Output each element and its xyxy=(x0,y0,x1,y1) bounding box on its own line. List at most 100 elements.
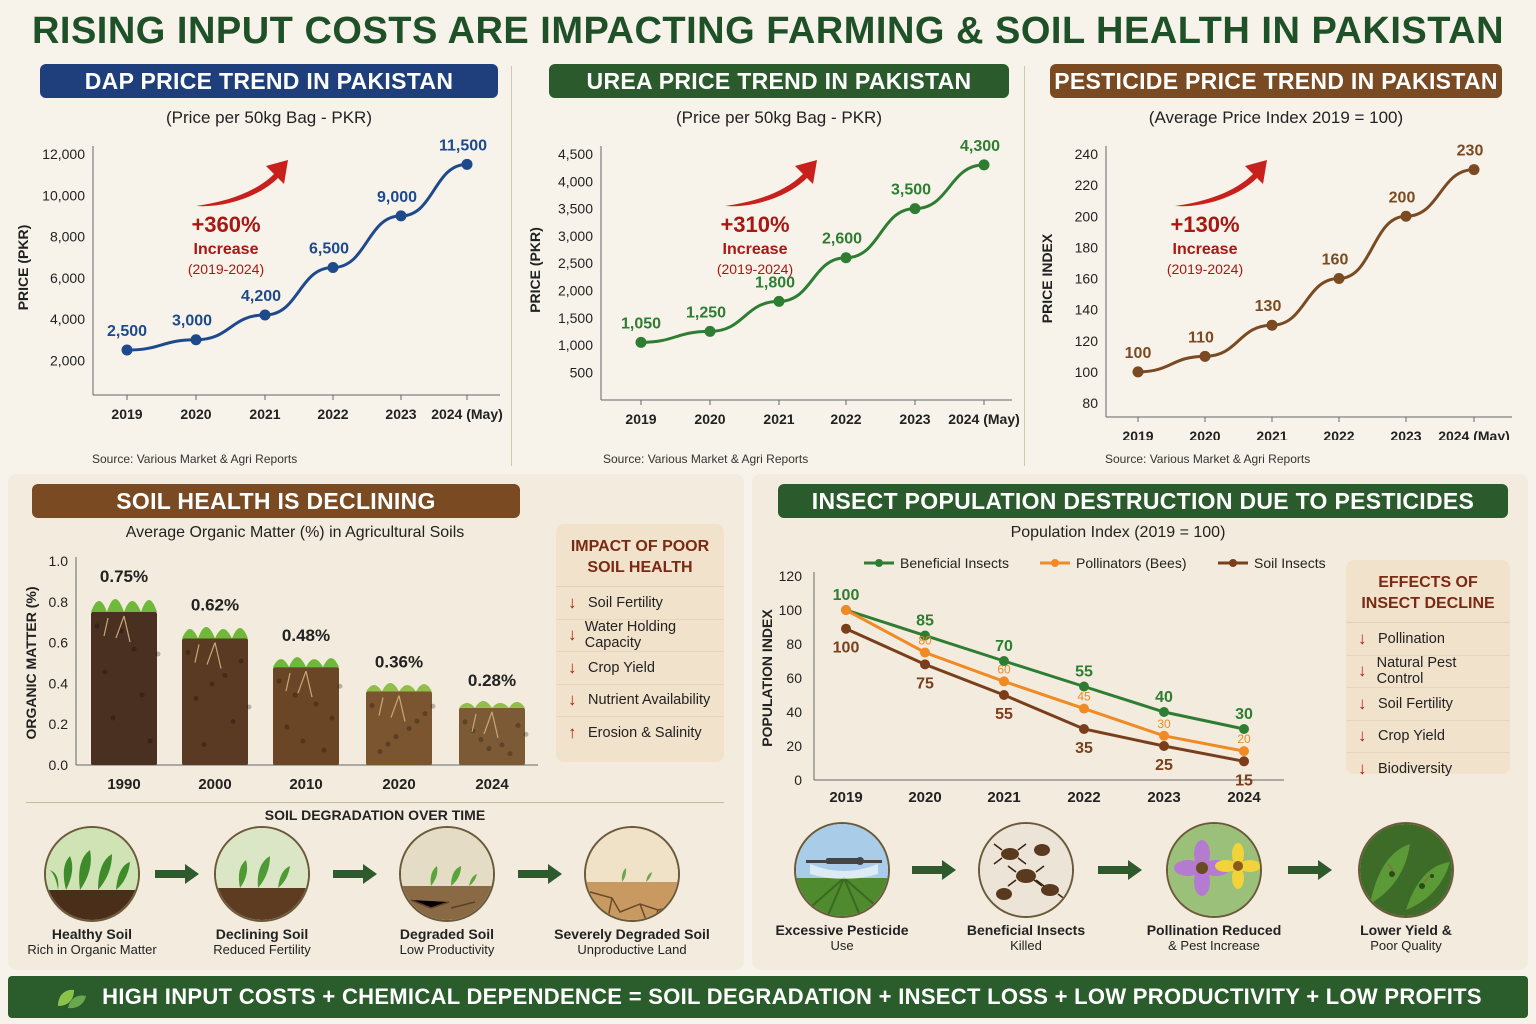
soil-chart-subtitle: Average Organic Matter (%) in Agricultur… xyxy=(125,524,465,541)
y-tick-label: 3,000 xyxy=(558,228,593,244)
flow-arrow-icon xyxy=(1288,860,1332,880)
data-label: 100 xyxy=(1125,345,1152,362)
data-point xyxy=(999,676,1009,687)
stage-sublabel: Poor Quality xyxy=(1370,938,1442,953)
soil-chart-title: SOIL HEALTH IS DECLINING xyxy=(32,484,520,518)
y-tick-label: 0.0 xyxy=(49,757,69,773)
data-point xyxy=(773,295,785,307)
soil-texture xyxy=(94,623,100,629)
arrow-down-icon: ↓ xyxy=(1358,628,1367,648)
series-line xyxy=(845,608,1245,753)
arrow-down-icon: ↓ xyxy=(1358,726,1367,746)
impact-item: ↓ Soil Fertility xyxy=(1346,688,1510,721)
data-point xyxy=(121,344,133,356)
impact-item-label: Crop Yield xyxy=(588,659,655,676)
y-tick-label: 2,500 xyxy=(558,255,593,271)
y-tick-label: 0 xyxy=(794,772,802,788)
increase-arrow-icon xyxy=(1175,160,1267,207)
soil-texture xyxy=(155,651,161,657)
soil-texture xyxy=(377,749,383,755)
y-tick-label: 240 xyxy=(1075,146,1099,162)
y-tick-label: 10,000 xyxy=(42,187,85,203)
soil-texture xyxy=(313,701,319,707)
data-point xyxy=(920,659,930,670)
impact-item: ↓ Nutrient Availability xyxy=(556,685,724,717)
data-label: 1,800 xyxy=(755,274,795,291)
x-tick-label: 2023 xyxy=(1147,789,1180,806)
stage-sublabel: Use xyxy=(830,938,854,953)
flow-arrow-icon xyxy=(332,864,377,884)
grass-top xyxy=(273,657,339,668)
y-tick-label: 2,000 xyxy=(558,282,593,298)
x-tick-label: 2021 xyxy=(1256,428,1287,440)
grass-top xyxy=(182,627,248,639)
data-point xyxy=(1199,350,1211,362)
insect-population-chart: 0 20 40 60 80 100 120 2019 2020 2021 2022 2023 2024 P… xyxy=(759,555,1326,806)
stage-illustration-icon xyxy=(1358,822,1454,918)
stage-sublabel: Reduced Fertility xyxy=(213,942,311,957)
dap-chart-subtitle: (Price per 50kg Bag - PKR) xyxy=(166,108,372,127)
data-label: 75 xyxy=(916,675,934,692)
stage-sublabel: & Pest Increase xyxy=(1168,938,1260,953)
data-label: 55 xyxy=(995,706,1013,723)
soil-bar xyxy=(366,691,432,765)
flow-stage: Healthy Soil Rich in Organic Matter xyxy=(2,826,182,957)
increase-text: Increase xyxy=(194,241,259,258)
flow-stage: Severely Degraded Soil Unproductive Land xyxy=(542,826,722,957)
impact-box: IMPACT OF POOR SOIL HEALTH ↓ Soil Fertili… xyxy=(556,524,724,762)
data-label: 2,600 xyxy=(822,231,862,248)
urea-price-chart: 500 1,000 1,500 2,000 2,500 3,000 3,500 4,000 4,… xyxy=(527,138,1020,427)
legend-label: Beneficial Insects xyxy=(900,555,1009,571)
legend-swatch xyxy=(1051,559,1059,567)
data-point xyxy=(1239,746,1249,757)
x-tick-label: 2019 xyxy=(111,406,142,422)
data-label: 100 xyxy=(833,640,860,657)
data-label: 0.28% xyxy=(468,671,516,690)
soil-texture xyxy=(478,737,484,743)
data-label: 130 xyxy=(1255,298,1282,315)
impact-item-label: Crop Yield xyxy=(1378,728,1445,745)
data-label: 60 xyxy=(997,662,1011,676)
y-tick-label: 0.8 xyxy=(49,594,69,610)
y-tick-label: 2,000 xyxy=(50,352,85,368)
y-axis-label: ORGANIC MATTER (%) xyxy=(23,587,39,740)
data-label: 11,500 xyxy=(439,137,487,154)
data-label: 85 xyxy=(916,613,934,630)
flow-stage: Declining Soil Reduced Fertility xyxy=(172,826,352,957)
soil-texture xyxy=(462,719,468,725)
impact-item: ↓ Water Holding Capacity xyxy=(556,619,724,652)
arrow-down-icon: ↓ xyxy=(568,690,577,710)
soil-texture xyxy=(369,703,375,709)
x-tick-label: 2022 xyxy=(830,411,861,427)
root-lines xyxy=(471,711,499,739)
stage-sublabel: Rich in Organic Matter xyxy=(27,942,157,957)
flow-arrow-icon xyxy=(155,864,199,884)
bottom-banner: HIGH INPUT COSTS + CHEMICAL DEPENDENCE =… xyxy=(8,976,1528,1018)
soil-texture xyxy=(385,741,391,747)
stage-illustration-icon xyxy=(1166,822,1262,918)
data-label: 20 xyxy=(1237,732,1251,746)
impact-box-title: IMPACT OF POOR SOIL HEALTH xyxy=(556,524,724,587)
x-tick-label: 2019 xyxy=(1122,428,1153,440)
x-tick-label: 2023 xyxy=(385,406,416,422)
soil-texture xyxy=(246,704,252,710)
impact-item-label: Soil Fertility xyxy=(1378,695,1453,712)
x-tick-label: 2000 xyxy=(198,776,231,793)
stage-illustration-icon xyxy=(399,826,495,922)
x-tick-label: 2024 xyxy=(475,776,509,793)
y-tick-label: 1,000 xyxy=(558,337,593,353)
soil-texture xyxy=(193,696,199,702)
data-label: 35 xyxy=(1075,740,1093,757)
data-point xyxy=(999,656,1009,666)
soil-texture xyxy=(414,718,420,724)
flow-arrow-icon xyxy=(912,860,956,880)
data-label: 9,000 xyxy=(377,189,417,206)
data-label: 80 xyxy=(918,634,932,648)
flow-stage: Pollination Reduced & Pest Increase xyxy=(1124,822,1304,953)
increase-percent: +310% xyxy=(720,212,789,237)
data-point xyxy=(909,203,921,215)
root-lines xyxy=(378,695,406,722)
arrow-down-icon: ↓ xyxy=(1358,693,1367,713)
data-point xyxy=(704,325,716,337)
data-point xyxy=(1400,210,1412,222)
